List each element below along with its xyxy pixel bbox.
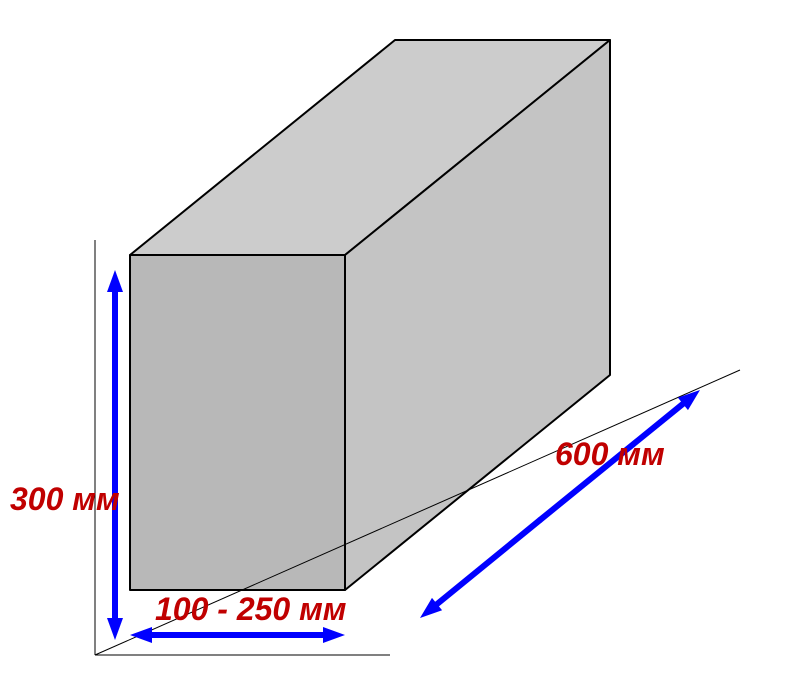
block-front-face (130, 255, 345, 590)
block-dimension-diagram: 300 мм 100 - 250 мм 600 мм (0, 0, 800, 692)
width-label: 100 - 250 мм (155, 591, 347, 627)
height-label: 300 мм (10, 481, 120, 517)
depth-label: 600 мм (555, 436, 665, 472)
